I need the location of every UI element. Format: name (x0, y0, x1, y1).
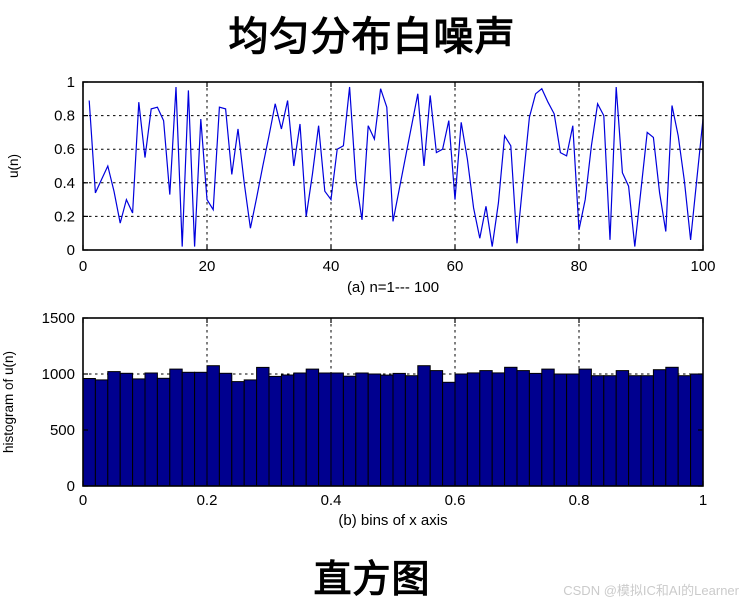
top-figure-title: 均匀分布白噪声 (228, 15, 516, 59)
histogram-bar (318, 372, 332, 487)
y-tick-label: 0.6 (54, 141, 75, 158)
histogram-bar (367, 373, 382, 487)
histogram-bar (107, 371, 121, 487)
y-tick-label: 1 (67, 74, 75, 91)
histogram-bar (417, 365, 431, 487)
x-tick-label: 80 (571, 258, 588, 275)
histogram-bar (603, 375, 617, 487)
histogram-bar (380, 374, 394, 487)
x-tick-label: 0 (79, 258, 87, 275)
histogram-bar (94, 379, 109, 487)
axes-box (82, 81, 704, 251)
y-tick-label: 0.8 (54, 108, 75, 125)
histogram-bar (355, 372, 369, 487)
x-tick-label: 1 (699, 492, 707, 509)
y-tick-label: 0.4 (54, 175, 75, 192)
x-tick-label: 0.2 (197, 492, 218, 509)
histogram-bar (293, 372, 307, 487)
histogram-bar (156, 377, 171, 487)
noise-signal-plot: 0 20 40 60 80 100 0 0.2 0.4 0.6 0.8 1 (a) n=1--- 100… (6, 74, 716, 296)
histogram-bar (132, 378, 146, 487)
y-tick-label: 0 (67, 478, 75, 495)
histogram-bar (392, 372, 406, 487)
histogram-bar (256, 366, 270, 487)
histogram-bar (342, 375, 357, 487)
noise-waveform-line (88, 86, 704, 247)
histogram-bar (144, 372, 158, 487)
histogram-bar (268, 375, 282, 487)
y-axis-label: u(n) (6, 154, 21, 178)
histogram-bar (454, 373, 468, 487)
x-tick-label: 0.6 (445, 492, 466, 509)
histogram-bar (652, 369, 667, 487)
x-tick-label: 60 (447, 258, 464, 275)
y-axis-label: histogram of u(n) (1, 351, 16, 453)
histogram-bar (305, 368, 320, 487)
histogram-bar (404, 375, 419, 487)
histogram-bar (528, 372, 543, 487)
histogram-bar (578, 368, 592, 487)
y-tick-label: 500 (50, 422, 75, 439)
axes-box (82, 317, 704, 487)
histogram-bar (479, 370, 493, 487)
histogram-bar (169, 368, 183, 487)
histogram-bar (665, 366, 679, 487)
x-axis-label: (a) n=1--- 100 (347, 279, 439, 296)
histogram-bar (82, 378, 96, 487)
histogram-bar (541, 368, 555, 487)
histogram-bar (181, 371, 196, 487)
histogram-bar (491, 372, 506, 487)
x-tick-label: 20 (199, 258, 216, 275)
y-tick-label: 1000 (42, 366, 75, 383)
histogram-bar (119, 372, 134, 487)
histogram-bar (243, 379, 258, 487)
histogram-bar (504, 366, 518, 487)
x-tick-label: 0.8 (569, 492, 590, 509)
y-tick-label: 1500 (42, 310, 75, 327)
histogram-bar (566, 373, 580, 487)
x-tick-label: 100 (690, 258, 715, 275)
histogram-bar (677, 375, 692, 487)
histogram-bar (516, 370, 530, 487)
histogram-bar (640, 375, 654, 487)
histogram-bar (442, 381, 456, 487)
histogram-bar (231, 381, 245, 487)
histogram-plot: 0 0.2 0.4 0.6 0.8 1 0 500 1000 1500 (b) bins of x … (1, 310, 707, 529)
csdn-watermark: CSDN @模拟IC和AI的Learner (563, 583, 739, 598)
histogram-bar (330, 372, 344, 487)
histogram-bar (590, 375, 605, 487)
histogram-bar (615, 370, 630, 487)
y-tick-label: 0.2 (54, 208, 75, 225)
histogram-bar (628, 375, 642, 487)
y-tick-label: 0 (67, 242, 75, 259)
x-tick-label: 40 (323, 258, 340, 275)
bottom-figure-title: 直方图 (313, 559, 431, 601)
x-tick-label: 0.4 (321, 492, 342, 509)
histogram-bar (553, 373, 568, 487)
histogram-bar (194, 371, 208, 487)
x-axis-label: (b) bins of x axis (338, 512, 447, 529)
histogram-bar (466, 372, 481, 487)
histogram-bar (206, 365, 220, 487)
x-tick-label: 0 (79, 492, 87, 509)
histogram-bar (280, 374, 295, 487)
histogram-bar (218, 372, 233, 487)
histogram-bar (429, 370, 444, 487)
